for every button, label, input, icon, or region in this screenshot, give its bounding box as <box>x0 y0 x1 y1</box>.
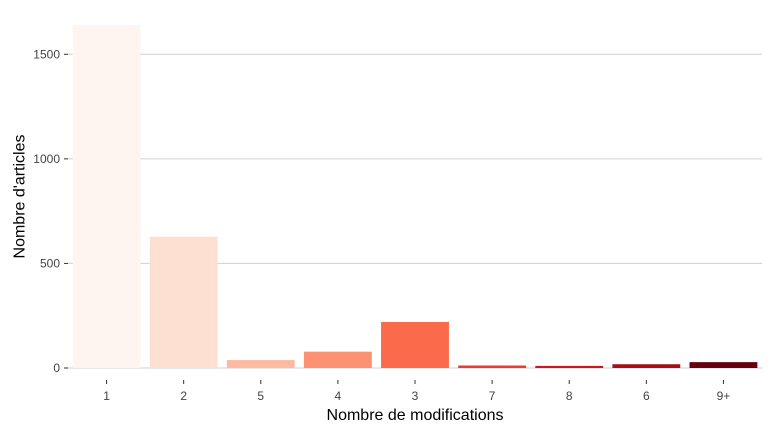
x-axis: 1 2 5 4 3 7 8 6 9+ <box>103 380 730 403</box>
y-tick-label: 0 <box>53 361 60 375</box>
x-tick-label: 7 <box>489 389 496 403</box>
x-tick-label: 9+ <box>717 389 731 403</box>
bar-3 <box>381 321 449 368</box>
x-tick-label: 4 <box>335 389 342 403</box>
x-tick-label: 8 <box>566 389 573 403</box>
y-axis-title: Nombre d'articles <box>12 135 29 259</box>
bar-6 <box>612 364 681 368</box>
y-tick-label: 1000 <box>33 152 60 166</box>
y-tick-label: 500 <box>40 256 60 270</box>
x-tick-label: 1 <box>103 389 110 403</box>
bar-5 <box>226 360 295 368</box>
bar-1 <box>72 25 141 368</box>
x-tick-label: 2 <box>180 389 187 403</box>
bar-9+ <box>689 362 758 368</box>
bar-7 <box>458 365 527 368</box>
x-tick-label: 6 <box>643 389 650 403</box>
x-tick-label: 3 <box>412 389 419 403</box>
x-axis-title: Nombre de modifications <box>327 407 504 424</box>
bar-8 <box>535 365 604 368</box>
bars <box>72 25 758 368</box>
y-axis: 0 500 1000 1500 <box>33 47 68 375</box>
y-tick-label: 1500 <box>33 47 60 61</box>
x-tick-label: 5 <box>257 389 264 403</box>
bar-2 <box>149 236 218 368</box>
bar-4 <box>303 351 372 368</box>
